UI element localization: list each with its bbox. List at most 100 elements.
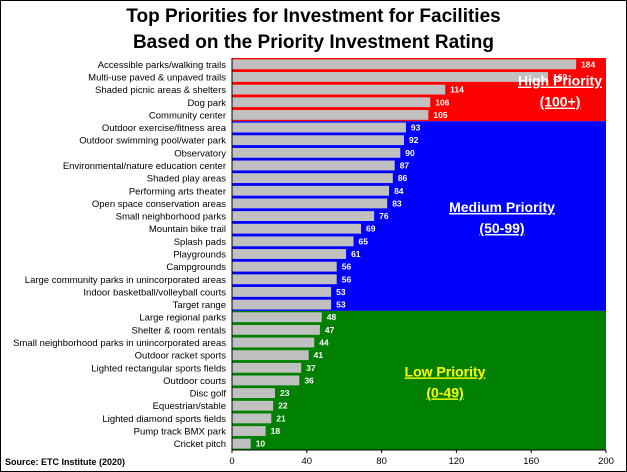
category-label: Pump track BMX park <box>134 427 227 438</box>
title-line-2: Based on the Priority Investment Rating <box>132 32 495 53</box>
bar <box>232 97 431 108</box>
category-label: Performing arts theater <box>129 186 226 197</box>
category-label: Outdoor courts <box>163 376 226 387</box>
bar-value-label: 53 <box>336 287 346 297</box>
category-label: Multi-use paved & unpaved trails <box>88 72 226 83</box>
bar-value-label: 84 <box>394 186 404 196</box>
bar-value-label: 48 <box>327 312 337 322</box>
bar <box>232 287 332 297</box>
x-tick-label: 160 <box>523 456 539 467</box>
bar-value-label: 169 <box>553 72 567 82</box>
bar <box>232 261 337 272</box>
bar-value-label: 41 <box>314 350 324 360</box>
bar <box>232 324 320 335</box>
category-label: Shelter & room rentals <box>131 325 226 336</box>
x-tick-label: 200 <box>598 456 614 467</box>
title-line-1: Top Priorities for Investment for Facili… <box>126 6 501 27</box>
bar <box>232 312 322 323</box>
bar-value-label: 18 <box>271 426 281 436</box>
category-label: Indoor basketball/volleyball courts <box>83 287 226 298</box>
bar <box>232 388 276 399</box>
bar <box>232 109 429 120</box>
bar <box>232 160 395 171</box>
zone-low-range: (0-49) <box>426 384 463 400</box>
category-label: Shaded play areas <box>147 174 226 185</box>
bar-value-label: 53 <box>336 300 346 310</box>
category-label: Environmental/nature education center <box>63 161 226 172</box>
zone-high-range: (100+) <box>540 94 581 110</box>
bar-value-label: 87 <box>400 160 410 170</box>
bar <box>232 135 405 146</box>
bar <box>232 185 390 196</box>
category-label: Community center <box>149 110 226 121</box>
x-tick-label: 0 <box>229 456 234 467</box>
source-note: Source: ETC Institute (2020) <box>5 457 126 467</box>
category-label: Dog park <box>187 98 226 109</box>
category-label: Splash pads <box>174 237 227 248</box>
bar <box>232 362 302 373</box>
bar-value-label: 56 <box>342 274 352 284</box>
zone-medium-label: Medium Priority <box>449 199 555 215</box>
bar <box>232 249 347 259</box>
category-label: Target range <box>173 300 226 311</box>
x-tick-label: 120 <box>448 456 464 467</box>
bar <box>232 400 274 411</box>
category-label: Small neighborhood parks in unincorporat… <box>13 338 226 349</box>
bar-value-label: 93 <box>411 123 421 133</box>
chart-title: Top Priorities for Investment for Facili… <box>0 4 627 56</box>
bar <box>232 211 375 221</box>
bar-value-label: 61 <box>351 249 361 259</box>
bar <box>232 236 354 247</box>
bar-value-label: 47 <box>325 325 335 335</box>
category-label: Lighted rectangular sports fields <box>91 363 226 374</box>
bar-value-label: 106 <box>435 97 449 107</box>
bar-value-label: 92 <box>409 135 419 145</box>
category-label: Equestrian/stable <box>153 401 226 412</box>
bar-value-label: 105 <box>433 110 447 120</box>
category-label: Accessible parks/walking trails <box>98 60 227 71</box>
bar-value-label: 37 <box>306 363 316 373</box>
bar <box>232 337 315 348</box>
bar <box>232 72 549 82</box>
bar <box>232 274 337 285</box>
bar-value-label: 83 <box>392 198 402 208</box>
zone-high-label: High Priority <box>518 73 602 89</box>
category-label: Small neighborhood parks <box>116 212 227 223</box>
bar <box>232 84 446 95</box>
bar <box>232 198 388 209</box>
bar-value-label: 56 <box>342 262 352 272</box>
category-label: Large regional parks <box>139 313 226 324</box>
category-label: Cricket pitch <box>174 439 226 450</box>
zone-medium-range: (50-99) <box>479 220 524 236</box>
category-label: Outdoor exercise/fitness area <box>102 123 227 134</box>
bar-value-label: 21 <box>276 413 286 423</box>
category-label: Disc golf <box>190 389 227 400</box>
bar-value-label: 114 <box>450 85 464 95</box>
bar-value-label: 36 <box>304 375 314 385</box>
bar <box>232 59 577 70</box>
bar <box>232 147 401 158</box>
category-label: Outdoor swimming pool/water park <box>79 136 226 147</box>
bar <box>232 122 406 133</box>
bar-value-label: 23 <box>280 388 290 398</box>
category-label: Mountain bike trail <box>149 224 226 235</box>
bar <box>232 413 272 424</box>
bar <box>232 350 309 361</box>
bar-value-label: 22 <box>278 401 288 411</box>
category-label: Outdoor racket sports <box>135 351 227 362</box>
bar <box>232 438 251 449</box>
category-label: Large community parks in unincorporated … <box>25 275 226 286</box>
bar-value-label: 69 <box>366 224 376 234</box>
x-tick-label: 80 <box>376 456 387 467</box>
bar <box>232 426 266 436</box>
bar <box>232 375 300 386</box>
category-label: Open space conservation areas <box>92 199 226 210</box>
zone-low-label: Low Priority <box>405 363 486 379</box>
bar <box>232 223 362 234</box>
bar-value-label: 10 <box>256 439 266 449</box>
category-label: Shaded picnic areas & shelters <box>95 85 226 96</box>
bar <box>232 173 393 184</box>
category-label: Campgrounds <box>166 262 226 273</box>
bar-value-label: 65 <box>359 236 369 246</box>
